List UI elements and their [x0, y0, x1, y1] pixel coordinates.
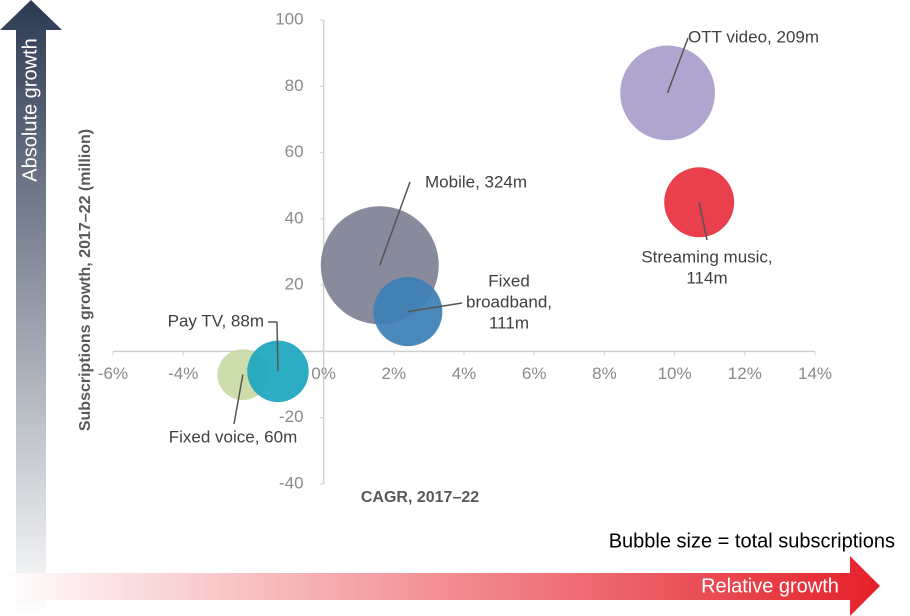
x-tick-label: 4% — [452, 364, 477, 383]
x-tick-label: 10% — [658, 364, 692, 383]
leader-line — [379, 181, 411, 266]
data-label: Streaming music, — [641, 247, 772, 266]
horizontal-arrow — [0, 556, 880, 616]
data-label: 114m — [686, 268, 727, 287]
x-tick-label: 6% — [522, 364, 547, 383]
leader-line — [407, 302, 463, 313]
leader-line — [666, 37, 689, 94]
x-tick-label: -4% — [168, 364, 198, 383]
leader-line — [276, 321, 279, 372]
vertical-arrow-label: Absolute growth — [19, 38, 41, 181]
y-axis-title: Subscriptions growth, 2017–22 (million) — [77, 129, 94, 431]
y-tick-label: -40 — [279, 473, 304, 492]
y-tick-label: 20 — [285, 275, 304, 294]
x-tick-label: 2% — [382, 364, 407, 383]
leader-line — [698, 202, 708, 241]
data-label: Fixed voice, 60m — [169, 427, 298, 446]
x-tick-label: 12% — [728, 364, 762, 383]
y-tick-label: 60 — [285, 142, 304, 161]
y-tick-label: 40 — [285, 208, 304, 227]
data-label: Pay TV, 88m — [168, 311, 264, 330]
x-tick-label: -6% — [98, 364, 128, 383]
vertical-arrow — [0, 0, 62, 616]
x-axis-title: CAGR, 2017–22 — [361, 489, 479, 506]
y-tick-label: 80 — [285, 76, 304, 95]
x-tick-label: 14% — [798, 364, 832, 383]
leader-line — [233, 374, 244, 425]
data-label: 111m — [489, 313, 529, 332]
data-label: Mobile, 324m — [425, 172, 527, 191]
x-tick-label: 0% — [311, 364, 336, 383]
size-note: Bubble size = total subscriptions — [609, 530, 895, 552]
x-tick-label: 8% — [592, 364, 617, 383]
data-label: broadband, — [466, 292, 552, 311]
data-label: OTT video, 209m — [688, 27, 819, 46]
data-label: Fixed — [488, 271, 530, 290]
horizontal-arrow-label: Relative growth — [701, 575, 839, 597]
y-tick-label: -20 — [279, 407, 304, 426]
y-tick-label: 100 — [275, 9, 303, 28]
